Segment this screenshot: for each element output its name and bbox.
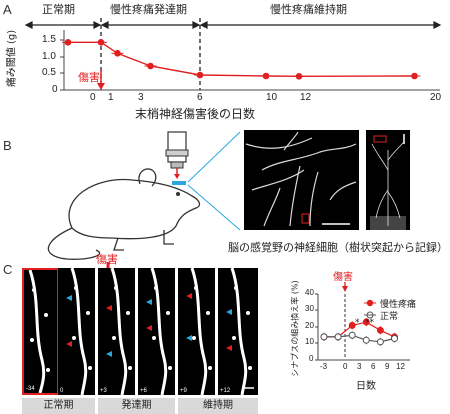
spine-image-day-p3: +3 <box>98 268 135 395</box>
data-point <box>295 73 303 80</box>
xtick-6: 6 <box>197 92 203 103</box>
graph-injury-label: 傷害 <box>333 272 353 283</box>
data-point <box>64 39 72 46</box>
ytick-1-5: 1.5 <box>42 34 56 45</box>
threshold-line <box>68 41 415 78</box>
chronic-pain-point <box>362 318 370 326</box>
synapse-turnover-series <box>320 318 398 346</box>
mouse-imaging-illustration <box>47 130 410 260</box>
spine-image-day-p9: +9 <box>178 268 215 395</box>
data-point <box>114 50 121 57</box>
data-point <box>97 39 105 46</box>
chronic-pain-point <box>376 326 384 334</box>
graph-xtick-0: 0 <box>343 362 348 371</box>
ytick-1-0: 1.0 <box>42 51 56 62</box>
day-label: +12 <box>220 388 231 394</box>
panel-a-ylabel: 痛み閾値 (g) <box>6 29 18 88</box>
pain-threshold-series <box>62 39 421 80</box>
legend-chronic-pain: 慢性疼痛 <box>380 300 417 310</box>
panel-a-letter: A <box>3 2 12 17</box>
data-point <box>411 72 418 80</box>
graph-ytick-30: 30 <box>305 304 314 313</box>
ytick-0: 0 <box>52 84 58 95</box>
graph-ytick-20: 20 <box>305 321 314 330</box>
normal-point <box>362 336 370 344</box>
phase-maintenance-label: 慢性疼痛維持期 <box>270 3 347 16</box>
spine-image-day-p6: +6 <box>138 268 175 395</box>
data-point <box>147 62 154 70</box>
microscope-objective <box>167 131 187 163</box>
day-label: +6 <box>140 388 147 394</box>
spine-image-day-m34: -34 <box>22 268 59 395</box>
normal-point <box>334 333 342 341</box>
graph-xtick-3: 3 <box>357 362 362 371</box>
sig-marker-day6: ** <box>365 318 374 328</box>
phase-tab-maintenance: 維持期 <box>178 398 258 414</box>
graph-xtick-12: 12 <box>396 362 405 371</box>
xtick-20: 20 <box>430 92 442 103</box>
legend-normal: 正常 <box>380 312 399 322</box>
panel-c-letter: C <box>3 262 13 277</box>
graph-xtick-m3: -3 <box>320 362 328 371</box>
normal-point <box>376 338 384 346</box>
graph-ytick-0: 0 <box>309 354 314 363</box>
normal-point <box>348 331 356 339</box>
normal-point <box>391 335 398 343</box>
xtick-3: 3 <box>138 92 144 103</box>
day-label: +9 <box>180 388 187 394</box>
graph-xtick-6: 6 <box>371 362 376 371</box>
normal-point <box>320 333 328 341</box>
data-point <box>196 71 204 79</box>
ytick-0-5: 0.5 <box>42 67 56 78</box>
xtick-12: 12 <box>300 92 312 103</box>
graph-ytick-10: 10 <box>305 337 314 346</box>
day-label: -34 <box>26 386 35 392</box>
neuron-image-topview <box>244 130 359 230</box>
graph-xtick-9: 9 <box>385 362 390 371</box>
spine-image-day-0: 0 <box>58 268 95 395</box>
mouse-icon <box>47 168 201 260</box>
pain-threshold-chart <box>24 18 442 91</box>
xtick-0: 0 <box>90 92 96 103</box>
panel-b-letter: B <box>3 138 12 153</box>
phase-development-label: 慢性疼痛発達期 <box>110 3 187 16</box>
graph-xlabel: 日数 <box>356 381 376 392</box>
sig-marker-day3: * <box>355 318 360 328</box>
normal-line <box>324 334 395 343</box>
phase-normal-label: 正常期 <box>42 3 75 16</box>
panel-a-xlabel: 末梢神経傷害後の日数 <box>135 107 256 121</box>
spine-image-day-p12: +12 <box>218 268 258 395</box>
xtick-1: 1 <box>108 92 114 103</box>
data-point <box>262 72 270 80</box>
panel-c-injury-label: 傷害 <box>96 253 118 266</box>
graph-ytick-40: 40 <box>305 288 314 297</box>
xtick-10: 10 <box>266 92 278 103</box>
chronic-pain-point <box>348 321 356 329</box>
day-label: 0 <box>60 388 64 394</box>
synapse-turnover-chart <box>315 282 410 361</box>
day-label: +3 <box>100 388 107 394</box>
phase-tab-normal: 正常期 <box>22 398 95 414</box>
graph-ylabel: シナプスの組み換え率 (%) <box>290 280 300 377</box>
panel-b-caption: 脳の感覚野の神経細胞（樹状突起から記録） <box>228 241 448 254</box>
panel-a-injury-label: 傷害 <box>78 71 100 84</box>
phase-tab-development: 発達期 <box>98 398 175 414</box>
